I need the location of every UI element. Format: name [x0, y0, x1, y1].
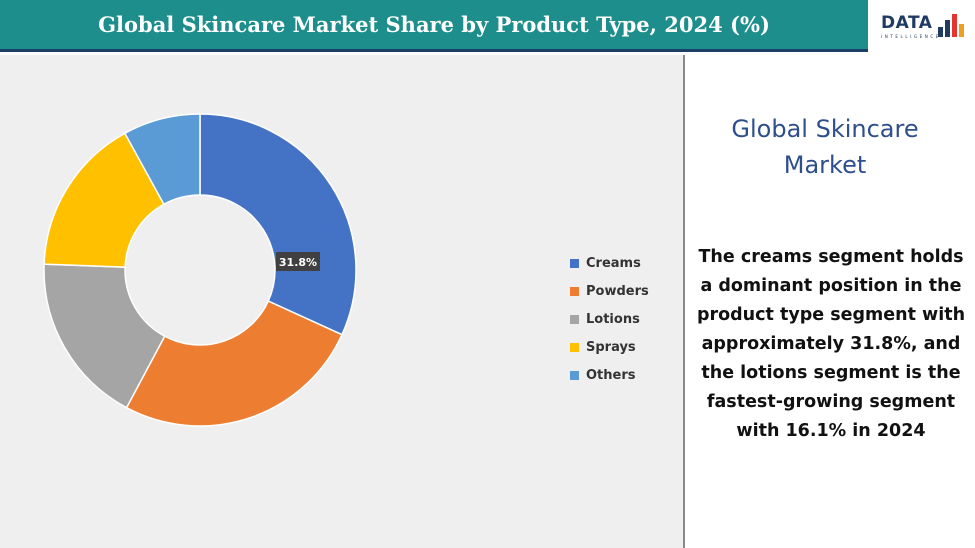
side-text-line: product type segment with: [696, 305, 966, 325]
legend-label: Lotions: [586, 311, 640, 327]
legend-item-creams: Creams: [570, 249, 649, 277]
legend-swatch: [570, 286, 579, 296]
slice-lotions: [43, 263, 166, 409]
data-label-creams: 31.8%: [276, 252, 320, 271]
side-heading: Global Skincare Market: [685, 111, 965, 183]
legend-swatch: [570, 314, 579, 324]
slice-others: [123, 113, 201, 206]
legend-item-powders: Powders: [570, 277, 649, 305]
legend-swatch: [570, 258, 579, 268]
donut-chart: 31.8%: [43, 113, 357, 427]
data-label-text: 31.8%: [279, 256, 317, 269]
slice-powders: [125, 300, 343, 427]
header-bar: Global Skincare Market Share by Product …: [0, 0, 868, 52]
side-heading-line: Market: [783, 151, 867, 179]
legend-label: Powders: [586, 283, 649, 299]
logo-word: DATA: [881, 13, 933, 33]
legend-swatch: [570, 370, 579, 380]
side-heading-line: Global Skincare: [731, 115, 919, 143]
side-text-line: a dominant position in the: [700, 276, 962, 296]
legend-item-others: Others: [570, 361, 649, 389]
page-title: Global Skincare Market Share by Product …: [98, 12, 770, 37]
side-panel: Global Skincare Market The creams segmen…: [685, 55, 975, 548]
side-text-line: the lotions segment is the: [701, 363, 961, 383]
legend-item-sprays: Sprays: [570, 333, 649, 361]
legend-label: Others: [586, 367, 636, 383]
chart-legend: Creams Powders Lotions Sprays Others: [570, 249, 649, 389]
logo-subtitle: INTELLIGENCE: [881, 34, 941, 39]
slice-sprays: [43, 132, 165, 268]
legend-label: Creams: [586, 255, 641, 271]
side-description: The creams segment holds a dominant posi…: [693, 243, 969, 446]
slice-creams: [199, 113, 357, 336]
legend-label: Sprays: [586, 339, 636, 355]
side-text-line: The creams segment holds: [698, 247, 964, 267]
side-text-line: with 16.1% in 2024: [736, 421, 926, 441]
logo: DATA INTELLIGENCE: [868, 0, 975, 52]
side-text-line: approximately 31.8%, and: [701, 334, 961, 354]
side-text-line: fastest-growing segment: [706, 392, 956, 412]
logo-bars-icon: [938, 9, 968, 37]
legend-item-lotions: Lotions: [570, 305, 649, 333]
legend-swatch: [570, 342, 579, 352]
data-label-box: [276, 252, 320, 271]
